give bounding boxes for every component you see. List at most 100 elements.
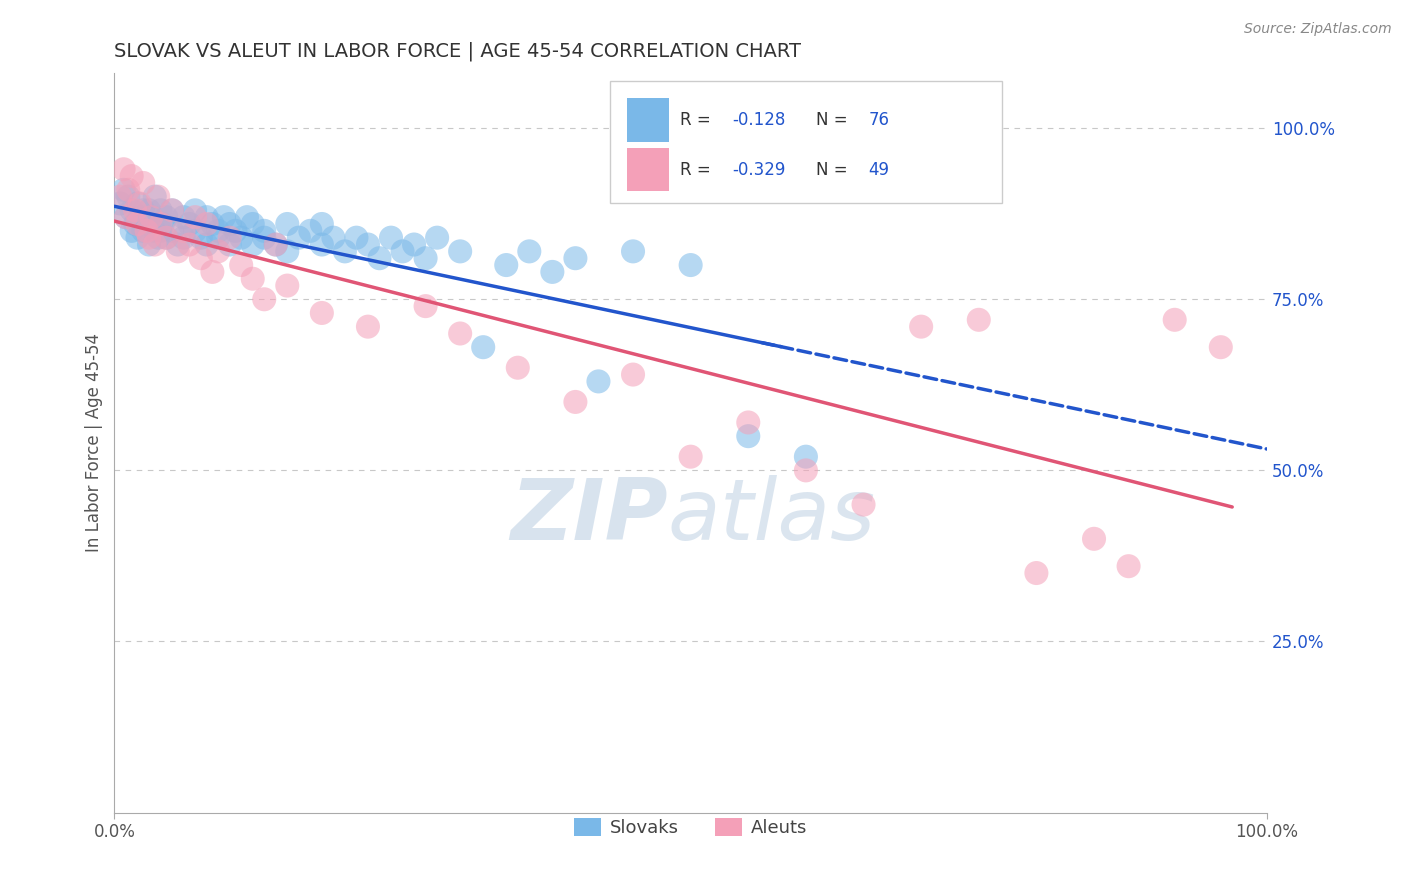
Point: [121, 224, 143, 238]
Point: [166, 244, 188, 259]
Point: [207, 224, 229, 238]
Point: [242, 271, 264, 285]
Point: [426, 230, 449, 244]
Point: [132, 176, 155, 190]
FancyBboxPatch shape: [610, 81, 1002, 202]
Point: [124, 217, 146, 231]
Point: [127, 196, 149, 211]
Text: R =: R =: [681, 161, 716, 178]
Point: [288, 230, 311, 244]
Point: [149, 203, 172, 218]
Point: [1025, 566, 1047, 580]
Point: [449, 244, 471, 259]
Point: [112, 183, 135, 197]
Point: [173, 224, 195, 238]
Point: [588, 375, 610, 389]
Point: [357, 319, 380, 334]
Point: [253, 230, 276, 244]
Point: [679, 258, 702, 272]
Point: [127, 217, 149, 231]
Point: [236, 210, 259, 224]
Point: [155, 210, 177, 224]
Point: [517, 244, 540, 259]
Point: [138, 230, 160, 244]
Point: [115, 210, 138, 224]
Point: [299, 224, 322, 238]
Point: [184, 210, 207, 224]
Point: [179, 237, 201, 252]
Point: [311, 217, 333, 231]
Point: [242, 217, 264, 231]
Point: [132, 203, 155, 218]
Point: [135, 224, 157, 238]
Point: [621, 244, 644, 259]
Point: [195, 237, 218, 252]
Point: [108, 196, 131, 211]
Point: [1163, 313, 1185, 327]
Point: [155, 230, 177, 244]
Point: [231, 230, 253, 244]
Point: [128, 210, 150, 224]
Point: [1118, 559, 1140, 574]
Point: [253, 293, 276, 307]
Point: [495, 258, 517, 272]
Point: [166, 237, 188, 252]
Point: [155, 230, 177, 244]
Text: N =: N =: [817, 161, 853, 178]
Text: 76: 76: [868, 111, 889, 129]
Point: [218, 237, 240, 252]
Point: [201, 217, 224, 231]
Point: [132, 224, 155, 238]
Point: [242, 237, 264, 252]
Point: [207, 230, 229, 244]
Point: [212, 210, 235, 224]
Point: [184, 203, 207, 218]
Point: [152, 217, 174, 231]
Point: [121, 169, 143, 183]
Point: [127, 230, 149, 244]
Point: [141, 210, 163, 224]
Point: [148, 230, 170, 244]
Point: [380, 230, 402, 244]
Point: [391, 244, 413, 259]
Point: [794, 450, 817, 464]
Legend: Slovaks, Aleuts: Slovaks, Aleuts: [567, 811, 814, 844]
Point: [149, 217, 172, 231]
Point: [115, 210, 138, 224]
Point: [311, 237, 333, 252]
Point: [415, 299, 437, 313]
Point: [276, 217, 298, 231]
Point: [346, 230, 368, 244]
Point: [121, 203, 143, 218]
Point: [138, 203, 160, 218]
Point: [117, 183, 139, 197]
Point: [1083, 532, 1105, 546]
Point: [794, 463, 817, 477]
Point: [143, 189, 166, 203]
Point: [621, 368, 644, 382]
Point: [135, 217, 157, 231]
Point: [564, 395, 586, 409]
Point: [207, 244, 229, 259]
Text: R =: R =: [681, 111, 716, 129]
Point: [173, 230, 195, 244]
Point: [910, 319, 932, 334]
Point: [190, 230, 212, 244]
Point: [149, 224, 172, 238]
Point: [184, 224, 207, 238]
Point: [218, 217, 240, 231]
Point: [224, 224, 246, 238]
Point: [128, 196, 150, 211]
Point: [472, 340, 495, 354]
Text: Source: ZipAtlas.com: Source: ZipAtlas.com: [1244, 22, 1392, 37]
Point: [737, 429, 759, 443]
Point: [564, 251, 586, 265]
Point: [148, 189, 170, 203]
Point: [357, 237, 380, 252]
Point: [264, 237, 287, 252]
Point: [231, 258, 253, 272]
Point: [506, 360, 529, 375]
Point: [333, 244, 356, 259]
Point: [218, 230, 240, 244]
Text: ZIP: ZIP: [510, 475, 668, 558]
